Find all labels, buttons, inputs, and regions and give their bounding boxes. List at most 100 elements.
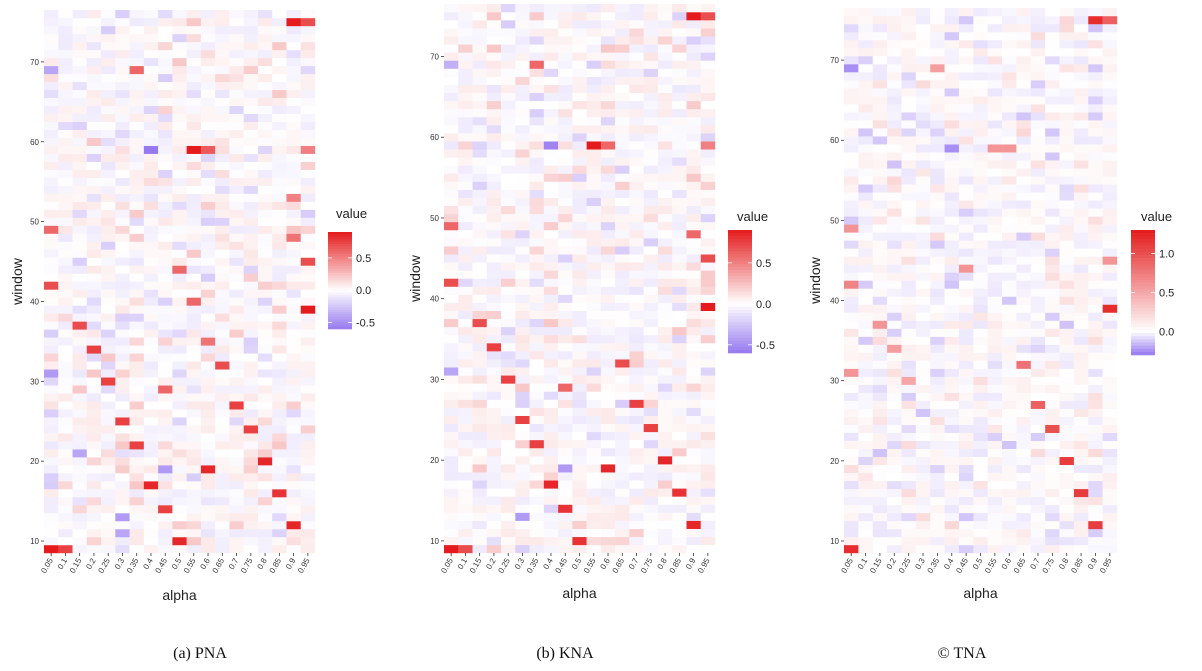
heatmap-cell <box>1030 64 1046 73</box>
heatmap-cell <box>143 457 159 466</box>
heatmap-cell <box>915 400 931 409</box>
heatmap-cell <box>486 84 502 94</box>
heatmap-cell <box>272 537 287 546</box>
heatmap-cell <box>901 264 917 273</box>
heatmap-cell <box>944 360 960 369</box>
heatmap-cell <box>1102 128 1118 137</box>
heatmap-cell <box>143 329 159 338</box>
heatmap-cell <box>86 81 102 91</box>
heatmap-cell <box>872 104 888 113</box>
heatmap-cell <box>472 528 487 538</box>
heatmap-cell <box>973 96 988 105</box>
heatmap-cell <box>257 545 273 554</box>
caption-a: (a) PNA <box>173 645 227 662</box>
heatmap-cell <box>973 344 988 353</box>
heatmap-cell <box>243 97 259 107</box>
heatmap-cell <box>515 294 530 303</box>
heatmap-cell <box>987 384 1003 393</box>
heatmap-cell <box>300 89 316 99</box>
heatmap-cell <box>172 105 187 115</box>
heatmap-cell <box>543 286 559 295</box>
y-axis-title: window <box>807 256 823 305</box>
heatmap-cell <box>1073 544 1089 554</box>
heatmap-cell <box>629 504 644 513</box>
heatmap-cell <box>286 497 301 506</box>
heatmap-cell <box>944 328 960 337</box>
heatmap-cell <box>215 217 230 226</box>
heatmap-cell <box>586 4 602 13</box>
heatmap-cell <box>515 310 530 320</box>
heatmap-cell <box>901 496 917 506</box>
heatmap-cell <box>987 80 1003 89</box>
heatmap-cell <box>1088 192 1103 201</box>
heatmap-cell <box>643 383 659 392</box>
heatmap-cell <box>543 149 559 158</box>
heatmap-cell <box>300 185 316 194</box>
heatmap-cell <box>944 488 960 498</box>
heatmap-cell <box>472 520 487 529</box>
heatmap-cell <box>944 464 960 474</box>
y-axis-title: window <box>407 254 423 303</box>
heatmap-cell <box>44 249 59 258</box>
heatmap-cell <box>657 359 673 368</box>
heatmap-cell <box>1073 264 1089 273</box>
heatmap-cell <box>700 472 716 481</box>
heatmap-cell <box>1016 112 1031 121</box>
heatmap-cell <box>643 351 659 360</box>
heatmap-cell <box>1002 184 1017 193</box>
heatmap-cell <box>300 345 316 354</box>
heatmap-cell <box>1059 288 1075 297</box>
heatmap-cell <box>615 536 630 546</box>
heatmap-cell <box>1045 416 1060 425</box>
heatmap-cell <box>200 41 216 51</box>
heatmap-cell <box>115 17 130 27</box>
heatmap-cell <box>1073 416 1089 425</box>
heatmap-cell <box>558 375 573 384</box>
heatmap-cell <box>686 36 701 45</box>
heatmap-cell <box>844 392 859 401</box>
heatmap-cell <box>129 105 145 115</box>
heatmap-cell <box>944 368 960 377</box>
heatmap-cell <box>600 359 616 368</box>
heatmap-cell <box>143 73 159 83</box>
heatmap-cell <box>129 249 145 258</box>
y-axis-title: window <box>9 257 25 306</box>
legend-gradient-step <box>328 241 352 245</box>
heatmap-cell <box>558 117 573 126</box>
heatmap-cell <box>572 326 587 336</box>
heatmap-cell <box>844 104 859 113</box>
heatmap-cell <box>486 108 502 118</box>
heatmap-cell <box>858 488 873 498</box>
y-tick-label: 30 <box>430 375 439 384</box>
heatmap-cell <box>1088 136 1103 145</box>
heatmap-cell <box>158 161 173 170</box>
heatmap-cell <box>615 254 630 263</box>
heatmap-cell <box>172 321 187 330</box>
heatmap-cell <box>1088 528 1103 538</box>
legend-gradient-step <box>328 278 352 281</box>
heatmap-cell <box>158 457 173 466</box>
heatmap-cell <box>901 272 917 281</box>
heatmap-cell <box>200 521 216 530</box>
heatmap-cell <box>1016 416 1031 425</box>
heatmap-cell <box>1016 512 1031 522</box>
heatmap-cell <box>600 520 616 529</box>
heatmap-cell <box>158 353 173 362</box>
heatmap-cell <box>858 312 873 321</box>
heatmap-cell <box>615 133 630 142</box>
heatmap-cell <box>129 33 145 43</box>
heatmap-cell <box>86 41 102 51</box>
heatmap-cell <box>958 248 974 257</box>
heatmap-cell <box>586 456 602 465</box>
heatmap-cell <box>700 456 716 465</box>
heatmap-cell <box>158 281 173 290</box>
heatmap-cell <box>129 345 145 354</box>
heatmap-cell <box>558 108 573 118</box>
heatmap-cell <box>1045 216 1060 225</box>
heatmap-cell <box>129 377 145 386</box>
heatmap-cell <box>115 401 130 410</box>
heatmap-cell <box>58 433 73 442</box>
heatmap-cell <box>200 297 216 306</box>
heatmap-cell <box>672 439 687 449</box>
heatmap-cell <box>200 105 216 115</box>
